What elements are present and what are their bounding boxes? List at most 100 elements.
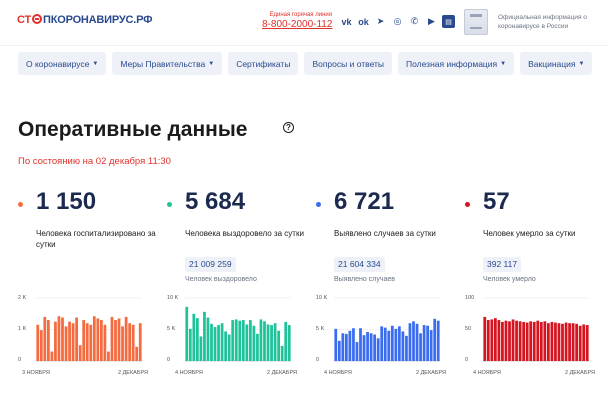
- chart-bar[interactable]: [369, 333, 373, 361]
- chart-bar[interactable]: [54, 321, 57, 361]
- nav-useful-info[interactable]: Полезная информация ▼: [398, 52, 515, 75]
- viber-icon[interactable]: ◎: [393, 16, 402, 26]
- chart-bar[interactable]: [117, 318, 121, 361]
- chart-bar[interactable]: [206, 317, 210, 361]
- site-logo[interactable]: СТ ПКОРОНАВИРУС.РФ: [17, 14, 152, 26]
- chart-bar[interactable]: [273, 323, 277, 361]
- chart-bar[interactable]: [422, 325, 426, 361]
- chart-bar[interactable]: [501, 321, 504, 361]
- help-icon[interactable]: ?: [283, 122, 294, 133]
- chart-bar[interactable]: [380, 326, 384, 361]
- chart-bar[interactable]: [64, 326, 68, 361]
- chart-bar[interactable]: [585, 325, 589, 361]
- whatsapp-icon[interactable]: ✆: [410, 16, 419, 26]
- chart-bar[interactable]: [557, 323, 561, 361]
- chart-bar[interactable]: [89, 324, 93, 361]
- chart-bar[interactable]: [57, 316, 61, 361]
- chart-bar[interactable]: [50, 351, 54, 361]
- chart-bar[interactable]: [195, 318, 199, 361]
- chart-bar[interactable]: [238, 320, 242, 361]
- nav-certificates[interactable]: Сертификаты: [228, 52, 299, 75]
- chart-bar[interactable]: [263, 321, 266, 361]
- chart-bar[interactable]: [532, 321, 536, 361]
- odnoklassniki-icon[interactable]: ok: [358, 16, 369, 27]
- chart-bar[interactable]: [231, 320, 235, 361]
- newspaper-icon[interactable]: ▤: [442, 15, 455, 28]
- nav-faq[interactable]: Вопросы и ответы: [304, 52, 393, 75]
- chart-bar[interactable]: [429, 330, 433, 361]
- chart-bar[interactable]: [518, 321, 522, 361]
- chart-bar[interactable]: [486, 320, 490, 361]
- chart-bar[interactable]: [543, 321, 547, 361]
- chart-bar[interactable]: [256, 333, 259, 361]
- chart-bar[interactable]: [571, 323, 575, 361]
- chart-bar[interactable]: [582, 324, 586, 361]
- chart-bar[interactable]: [390, 325, 394, 361]
- chart-bar[interactable]: [280, 345, 284, 361]
- chart-bar[interactable]: [419, 333, 422, 361]
- youtube-icon[interactable]: ▶: [428, 16, 435, 26]
- chart-bar[interactable]: [355, 342, 359, 361]
- chart-bar[interactable]: [124, 316, 128, 361]
- chart-bar[interactable]: [405, 335, 408, 361]
- chart-bar[interactable]: [270, 325, 273, 361]
- chart-bar[interactable]: [138, 323, 142, 361]
- chart-bar[interactable]: [114, 320, 117, 361]
- chart-bar[interactable]: [525, 322, 529, 361]
- chart-bar[interactable]: [96, 318, 100, 361]
- telegram-icon[interactable]: ➤: [376, 16, 385, 26]
- chart-bar[interactable]: [75, 317, 79, 361]
- chart-bar[interactable]: [337, 340, 341, 361]
- chart-bar[interactable]: [575, 323, 579, 361]
- chart-bar[interactable]: [412, 321, 415, 361]
- chart-bar[interactable]: [39, 330, 43, 361]
- chart-bar[interactable]: [348, 330, 352, 361]
- chart-bar[interactable]: [376, 338, 380, 361]
- hotline-number[interactable]: 8-800-2000-112: [262, 19, 333, 30]
- chart-bar[interactable]: [578, 325, 582, 361]
- chart-bar[interactable]: [252, 325, 256, 361]
- chart-bar[interactable]: [61, 317, 64, 361]
- chart-bar[interactable]: [564, 322, 568, 361]
- chart-bar[interactable]: [277, 330, 281, 361]
- chart-bar[interactable]: [217, 325, 220, 361]
- chart-bar[interactable]: [383, 327, 387, 361]
- chart-bar[interactable]: [508, 321, 511, 361]
- chart-bar[interactable]: [203, 311, 206, 361]
- chart-bar[interactable]: [408, 323, 412, 361]
- chart-bar[interactable]: [92, 316, 96, 361]
- chart-bar[interactable]: [373, 334, 377, 361]
- chart-bar[interactable]: [128, 323, 132, 361]
- chart-bar[interactable]: [224, 331, 228, 361]
- chart-bar[interactable]: [366, 332, 369, 361]
- chart-bar[interactable]: [387, 330, 391, 361]
- chart-bar[interactable]: [497, 320, 501, 361]
- chart-bar[interactable]: [227, 334, 231, 361]
- chart-bar[interactable]: [36, 324, 40, 361]
- chart-bar[interactable]: [259, 319, 263, 361]
- chart-bar[interactable]: [334, 328, 338, 361]
- chart-bar[interactable]: [234, 319, 238, 361]
- chart-bar[interactable]: [561, 323, 564, 361]
- chart-bar[interactable]: [493, 318, 497, 361]
- chart-bar[interactable]: [504, 320, 508, 361]
- chart-bar[interactable]: [82, 320, 86, 361]
- chart-bar[interactable]: [199, 336, 203, 361]
- chart-bar[interactable]: [192, 313, 196, 361]
- chart-bar[interactable]: [241, 320, 245, 361]
- chart-bar[interactable]: [483, 316, 487, 361]
- chart-bar[interactable]: [213, 326, 217, 361]
- chart-bar[interactable]: [210, 323, 213, 361]
- chart-bar[interactable]: [522, 321, 526, 361]
- chart-bar[interactable]: [352, 328, 355, 361]
- chart-bar[interactable]: [185, 306, 189, 361]
- chart-bar[interactable]: [490, 319, 494, 361]
- chart-bar[interactable]: [415, 323, 419, 361]
- chart-bar[interactable]: [341, 333, 345, 361]
- chart-bar[interactable]: [536, 320, 540, 361]
- chart-bar[interactable]: [284, 321, 288, 361]
- chart-bar[interactable]: [245, 324, 249, 361]
- chart-bar[interactable]: [110, 316, 114, 361]
- chart-bar[interactable]: [401, 331, 405, 361]
- chart-bar[interactable]: [43, 316, 47, 361]
